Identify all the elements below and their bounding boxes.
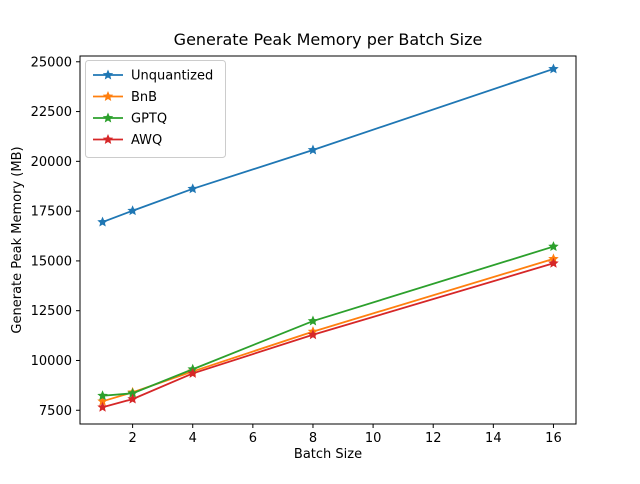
data-point-GPTQ [307,315,319,326]
legend: Unquantized BnB GPTQ AWQ [85,60,226,158]
legend-box [85,60,226,158]
data-point-AWQ [97,401,108,412]
data-point-BnB [97,395,108,406]
x-tick-label: 16 [545,431,562,446]
data-point-GPTQ [548,241,559,252]
data-point-Unquantized [307,144,319,155]
y-tick-label: 25000 [31,55,72,70]
legend-label-BnB: BnB [131,90,157,105]
y-tick-label: 7500 [39,404,72,419]
x-tick-label: 2 [128,431,136,446]
legend-label-GPTQ: GPTQ [131,112,167,127]
legend-marker-Unquantized [102,69,114,80]
legend-marker-BnB [102,91,114,101]
data-point-AWQ [307,329,319,340]
x-tick-label: 8 [309,431,317,446]
y-tick-label: 10000 [31,354,72,369]
series-line-AWQ [102,262,554,409]
x-tick-label: 12 [425,431,442,446]
x-axis-label: Batch Size [294,447,362,462]
data-point-GPTQ [127,387,138,398]
legend-marker-GPTQ [102,112,114,123]
data-point-AWQ [127,393,138,404]
y-axis-label: Generate Peak Memory (MB) [10,146,25,333]
y-tick-label: 15000 [31,254,72,269]
data-point-AWQ [548,257,559,268]
x-tick-label: 14 [485,431,502,446]
x-tick-label: 10 [365,431,382,446]
legend-label-AWQ: AWQ [131,133,162,148]
x-tick-label: 6 [249,431,257,446]
legend-marker-AWQ [102,134,114,144]
data-point-Unquantized [127,205,138,216]
y-tick-label: 20000 [31,155,72,170]
data-point-GPTQ [97,390,108,401]
y-tick-label: 22500 [31,105,72,120]
data-point-AWQ [187,367,198,378]
y-tick-label: 12500 [31,304,72,319]
series-line-GPTQ [102,245,554,397]
legend-label-Unquantized: Unquantized [131,69,213,84]
plot-area: 2 4 6 8 10 12 14 16 7500 10000 12500 15000 17500 2000… [31,55,577,446]
x-tick-label: 4 [189,431,197,446]
chart-title: Generate Peak Memory per Batch Size [174,30,483,49]
y-tick-label: 17500 [31,205,72,220]
axes-frame [79,55,577,425]
data-point-Unquantized [97,216,108,227]
data-point-Unquantized [548,63,559,74]
data-point-Unquantized [187,183,198,194]
